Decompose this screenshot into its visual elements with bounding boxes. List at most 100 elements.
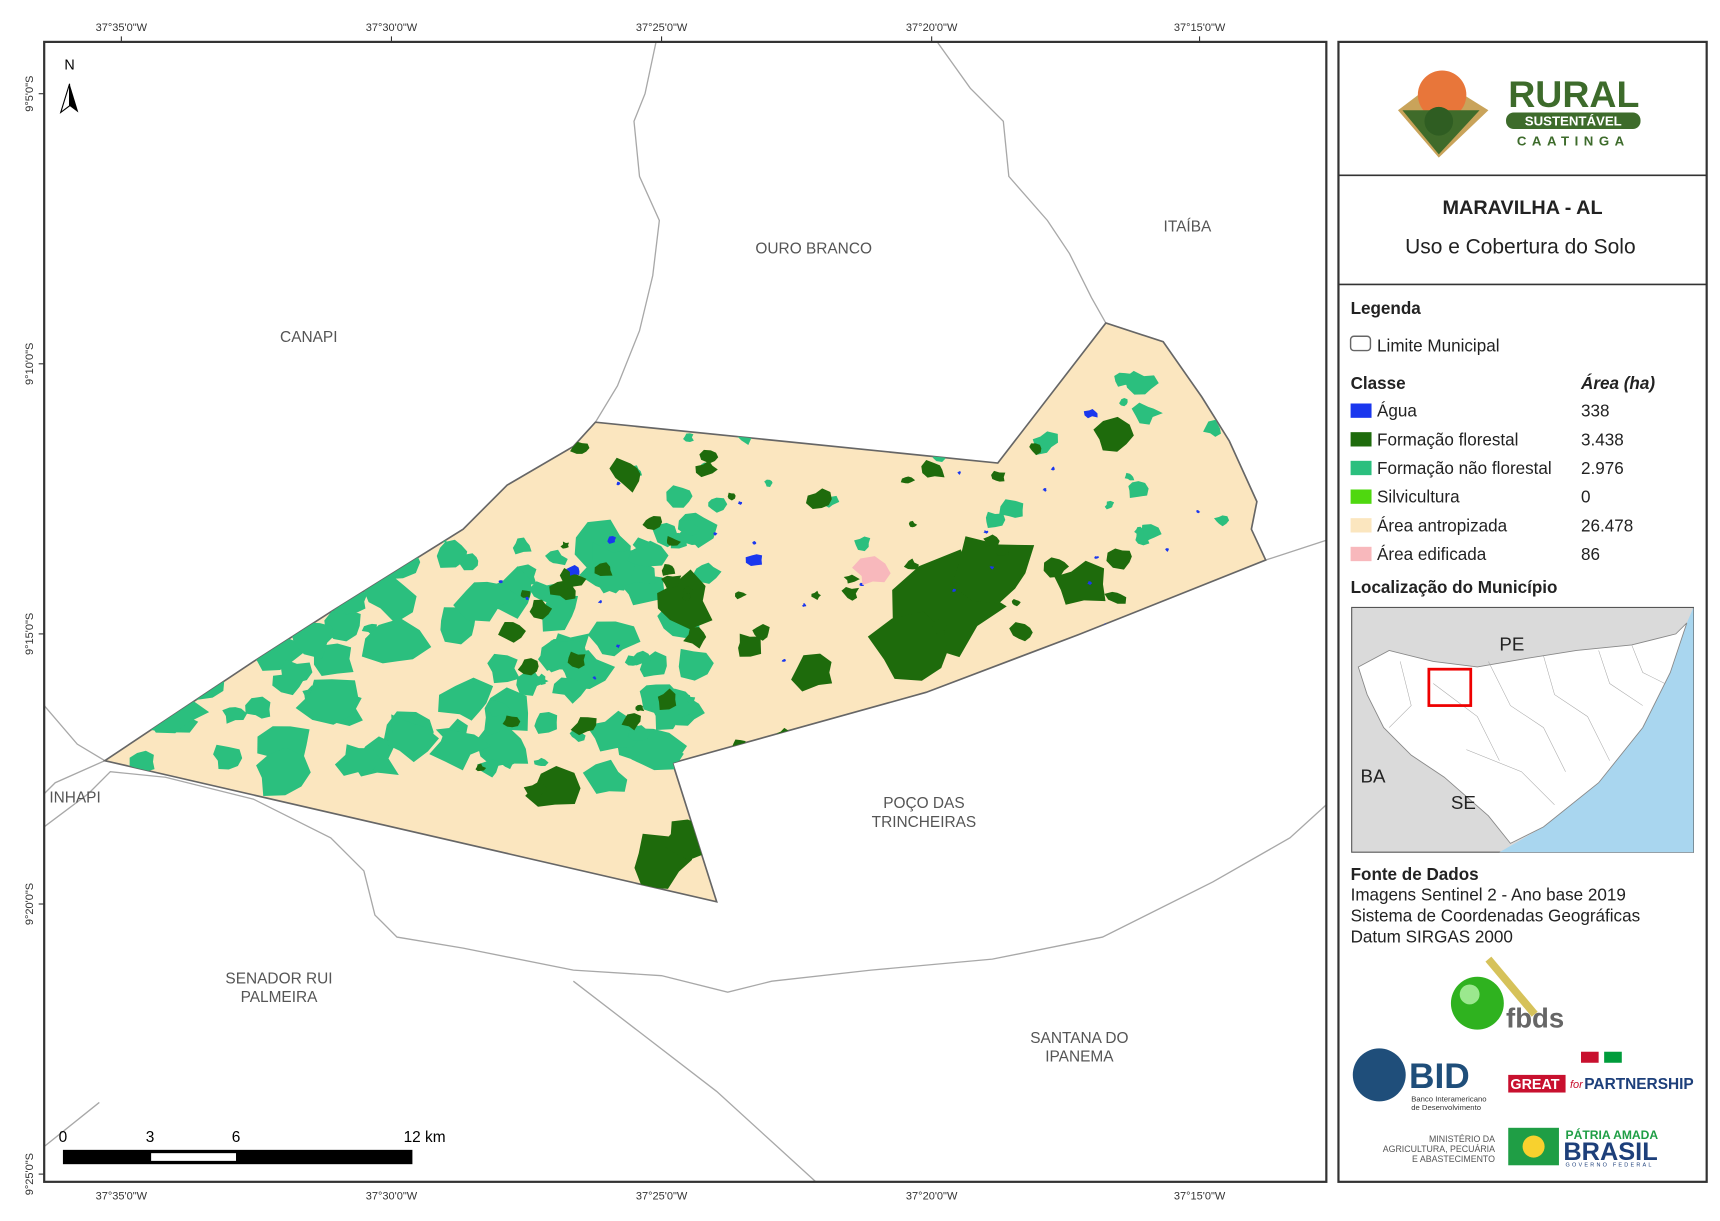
forest-patch [1093, 416, 1134, 452]
logo-text: RURAL [1508, 73, 1639, 115]
nonforest-patch [1128, 481, 1149, 498]
nonforest-patch [633, 650, 652, 666]
scale-segment [151, 1153, 237, 1161]
scale-label: 0 [59, 1129, 68, 1146]
nonforest-patch [256, 747, 311, 796]
forest-patch [523, 781, 548, 802]
forest-patch [502, 715, 521, 728]
forest-patch [951, 536, 1035, 604]
legend-swatch [1350, 460, 1372, 476]
water-patch [1087, 581, 1093, 586]
water-patch [737, 501, 743, 505]
legend-label: Silvicultura [1377, 488, 1460, 507]
legend-label: Área antropizada [1377, 516, 1508, 535]
place-names: CANAPI OURO BRANCO ITAÍBA INHAPI POÇO DAS TRI… [49, 219, 1212, 1066]
water-patch [952, 588, 957, 592]
brasil-mark-circle [1522, 1135, 1545, 1158]
great-text: GREAT [1510, 1077, 1559, 1093]
nonforest-patch [438, 677, 494, 721]
great-logo: GREAT for PARTNERSHIP [1508, 1051, 1694, 1093]
government-logo: MINISTÉRIO DA AGRICULTURA, PECUÁRIA E AB… [1383, 1127, 1659, 1169]
nonforest-patch [533, 757, 549, 766]
water-patch [801, 603, 807, 607]
nonforest-patch [582, 759, 628, 794]
longitude-label: 37°30'0"W [366, 22, 418, 34]
legend-area: 86 [1581, 545, 1600, 564]
forest-patch [475, 763, 487, 772]
forest-patch [699, 449, 719, 464]
legend-label: Limite Municipal [1377, 337, 1499, 356]
legend-header: Área (ha) [1580, 374, 1655, 393]
municipal-limits [43, 41, 1327, 1183]
north-label: N [64, 57, 74, 73]
forest-patch [621, 713, 641, 731]
bid-globe [1352, 1048, 1406, 1102]
bid-logo: BID Banco Interamericano de Desenvolvime… [1352, 1048, 1487, 1112]
place-name: SENADOR RUI [225, 970, 332, 987]
great-for: for [1570, 1079, 1584, 1091]
longitude-label: 37°20'0"W [906, 22, 958, 34]
ministry-text: AGRICULTURA, PECUÁRIA [1383, 1144, 1495, 1154]
bid-sub: de Desenvolvimento [1411, 1103, 1481, 1112]
side-panel: RURAL SUSTENTÁVEL CAATINGA MARAVILHA - A… [1337, 40, 1708, 1183]
nonforest-patch [280, 659, 313, 683]
ministry-text: E ABASTECIMENTO [1412, 1154, 1495, 1164]
nonforest-patch [334, 744, 380, 776]
bid-sub: Banco Interamericano [1411, 1094, 1486, 1103]
water-patch [607, 536, 617, 544]
nonforest-patch [1131, 402, 1163, 425]
fbds-text: fbds [1506, 1002, 1564, 1033]
nonforest-patch [692, 562, 722, 584]
forest-patch [908, 520, 918, 528]
scale-label: 12 km [404, 1129, 446, 1146]
water-patch [713, 532, 718, 536]
forest-patch [594, 562, 613, 577]
place-name: IPANEMA [1045, 1049, 1114, 1066]
legend-area: 0 [1581, 488, 1591, 507]
nonforest-patch [129, 750, 155, 772]
longitude-label: 37°30'0"W [366, 1190, 418, 1202]
source-line: Sistema de Coordenadas Geográficas [1351, 907, 1641, 926]
legend-area: 3.438 [1581, 430, 1624, 449]
forest-patch [695, 460, 718, 478]
longitude-label: 37°15'0"W [1174, 1190, 1226, 1202]
forest-patch [570, 717, 597, 736]
water-patch [983, 530, 989, 534]
state-label: SE [1451, 792, 1476, 813]
ministry-text: MINISTÉRIO DA [1429, 1134, 1495, 1144]
water-patch [781, 658, 786, 662]
forest-patch [1054, 560, 1106, 605]
map-frame [43, 40, 1328, 1183]
limit-swatch [1349, 335, 1372, 352]
forest-patch [841, 586, 860, 601]
nonforest-patch [569, 729, 586, 743]
great-box [1508, 1074, 1566, 1093]
longitude-label: 37°20'0"W [906, 1190, 958, 1202]
water-patch [1165, 548, 1169, 552]
forest-patch [1009, 622, 1033, 642]
forest-patch [811, 590, 821, 601]
forest-patch [805, 488, 832, 510]
flag-br [1604, 1051, 1622, 1063]
forest-patch [642, 516, 663, 531]
scale-label: 3 [146, 1129, 155, 1146]
nonforest-patch [627, 540, 669, 567]
source-line: Datum SIRGAS 2000 [1351, 928, 1513, 947]
limit-line [43, 1101, 100, 1148]
brasil-text: GOVERNO FEDERAL [1566, 1162, 1654, 1168]
nonforest-patch [290, 622, 335, 659]
flag-uk [1581, 1051, 1599, 1063]
nonforest-patch [680, 520, 701, 537]
nonforest-patch [489, 700, 511, 717]
forest-patch [903, 558, 919, 570]
nonforest-patch [295, 679, 359, 725]
legend-swatch [1350, 546, 1372, 562]
forest-patch [682, 585, 693, 595]
water-patch [525, 596, 529, 601]
water-patch [1094, 556, 1100, 559]
place-name: INHAPI [49, 790, 100, 807]
nonforest-patch [361, 618, 432, 664]
forest-patch [1011, 598, 1021, 607]
latitude-label: 9°20'0"S [24, 883, 36, 925]
nonforest-patch [1213, 515, 1230, 527]
